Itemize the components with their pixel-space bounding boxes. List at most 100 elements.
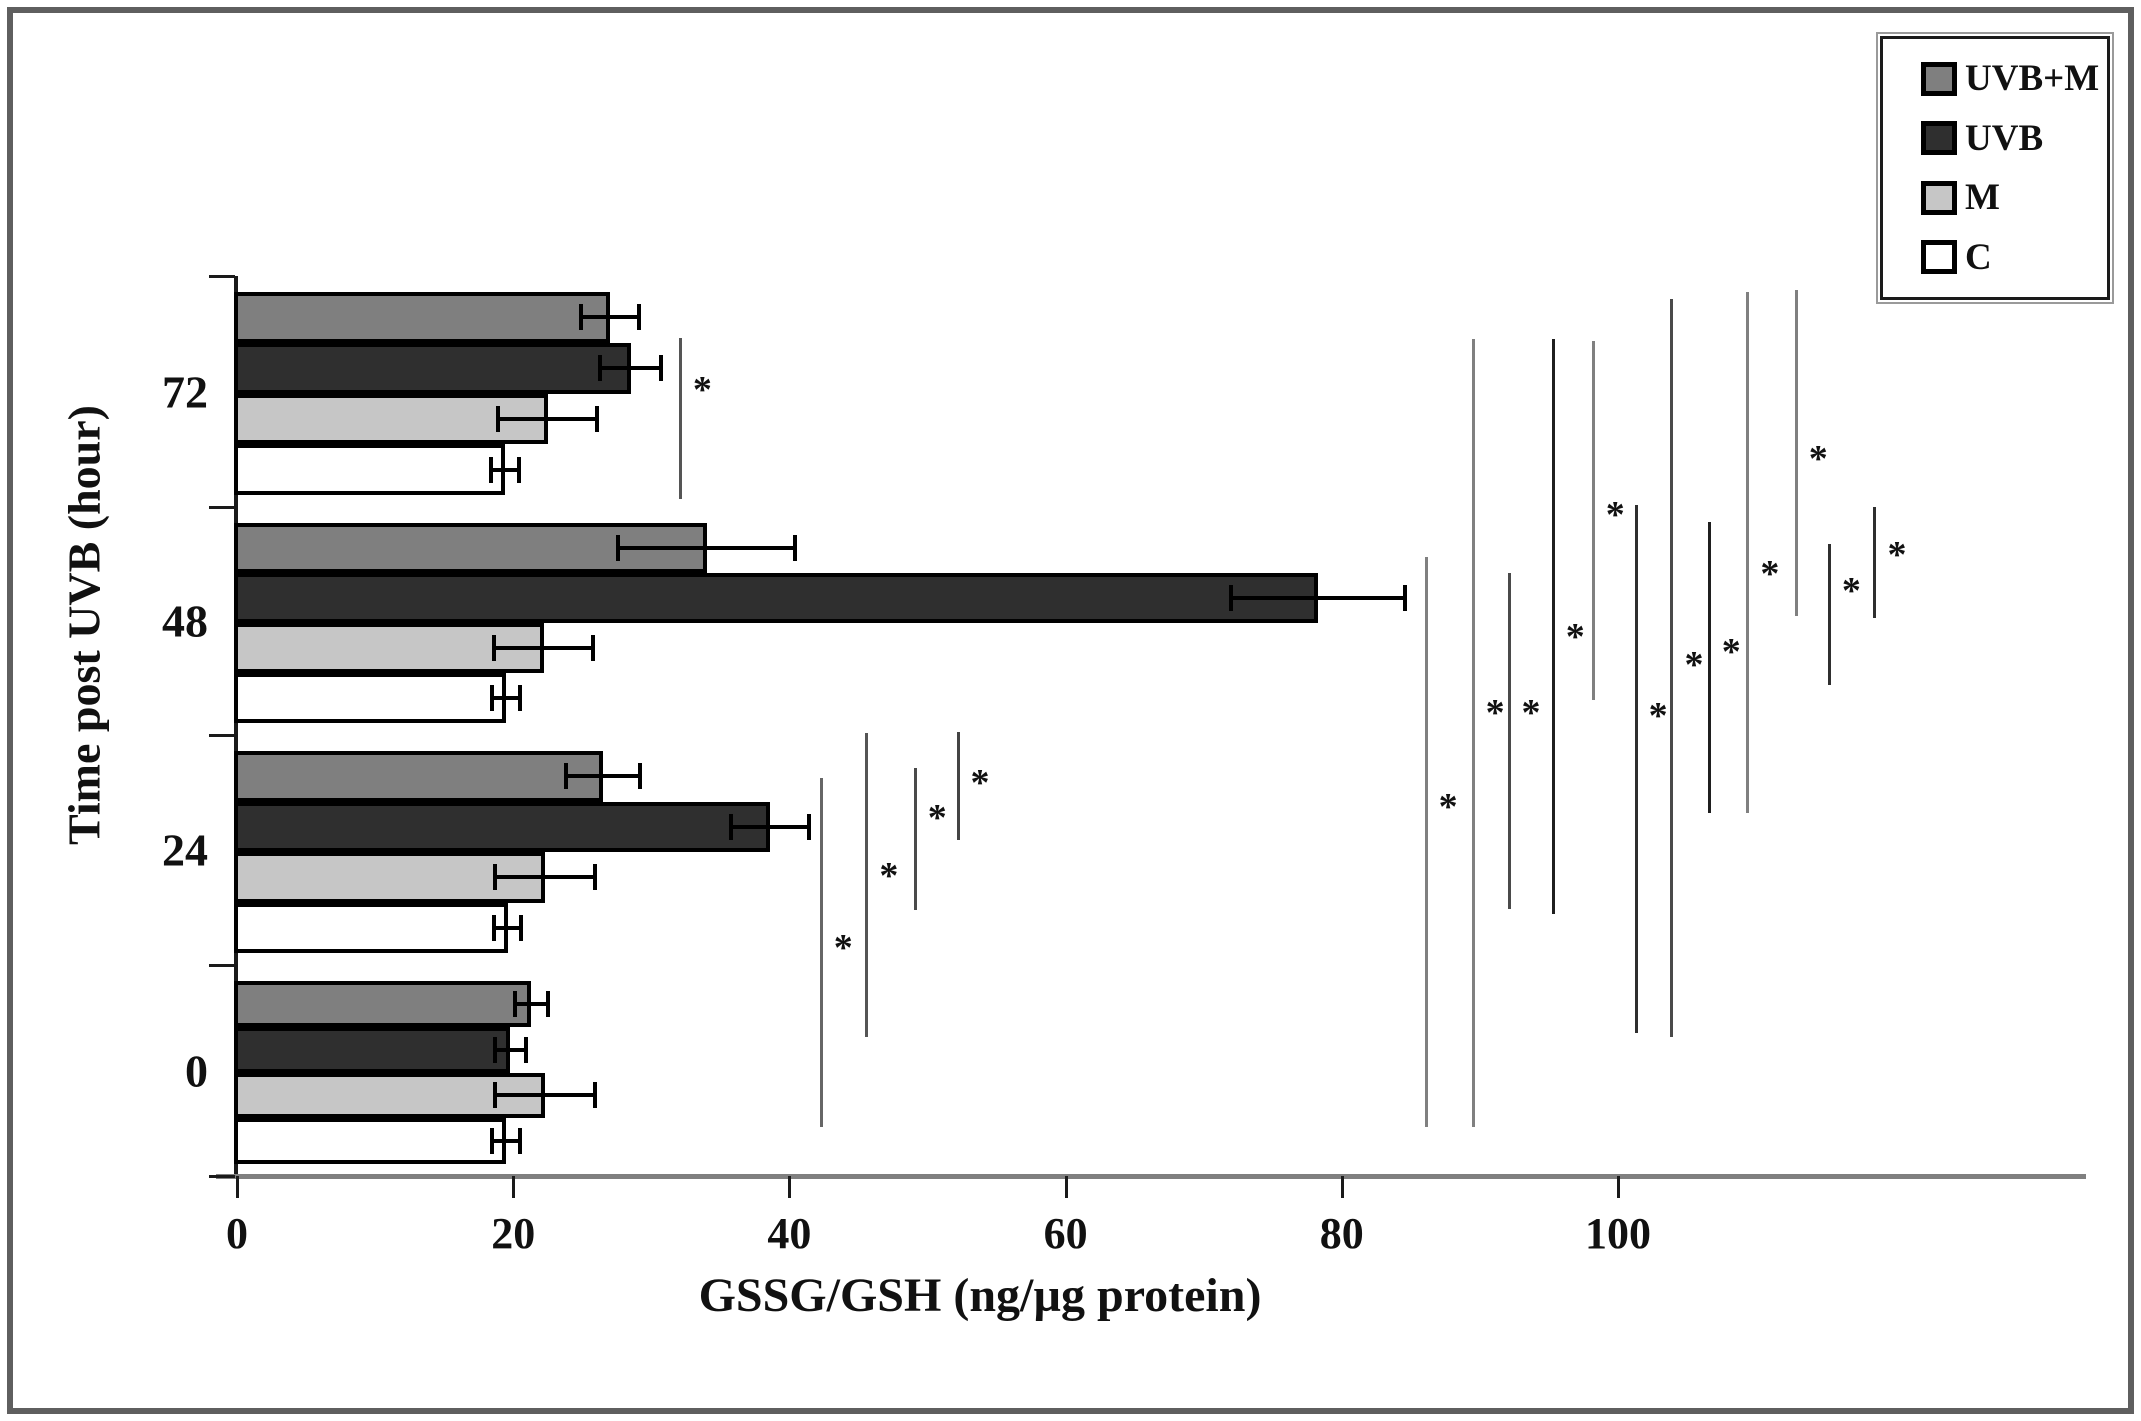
x-axis-tick	[236, 1176, 239, 1198]
legend: UVB+M UVB M C	[1876, 32, 2114, 304]
significance-line	[1634, 505, 1638, 1033]
error-bar-cap	[1403, 585, 1408, 611]
legend-item-uvbm: UVB+M	[1921, 57, 2101, 100]
significance-star: *	[1648, 695, 1668, 738]
y-category-label: 72	[162, 366, 208, 417]
significance-line	[956, 732, 960, 840]
x-tick-label: 40	[767, 1209, 812, 1258]
legend-label-uvb: UVB	[1965, 117, 2044, 159]
legend-item-c: C	[1921, 236, 2101, 279]
error-bar	[1231, 596, 1406, 600]
significance-line	[819, 778, 823, 1127]
x-axis-title: GSSG/GSH (ng/µg protein)	[698, 1269, 1262, 1322]
error-bar	[498, 416, 598, 421]
error-bar-cap	[523, 1036, 528, 1063]
x-tick-label: 60	[1043, 1209, 1088, 1258]
significance-line	[1670, 299, 1674, 1037]
error-bar-cap	[592, 1082, 597, 1109]
bar-uvb-48h	[234, 573, 1319, 623]
bar-uvbm-0h	[234, 981, 532, 1027]
x-tick-label: 20	[491, 1209, 536, 1258]
y-axis-tick	[209, 734, 235, 737]
legend-swatch-m-icon	[1921, 180, 1957, 215]
legend-label-m: M	[1965, 177, 2000, 219]
significance-star: *	[927, 797, 947, 840]
error-bar-cap	[493, 1036, 498, 1063]
significance-star: *	[692, 369, 712, 412]
error-bar-cap	[729, 813, 734, 840]
significance-line	[1591, 341, 1595, 700]
significance-line	[1707, 522, 1711, 813]
significance-star: *	[1760, 553, 1780, 596]
y-category-label: 0	[185, 1045, 208, 1096]
bar-m-24h	[234, 852, 545, 903]
significance-star: *	[1485, 692, 1505, 735]
significance-star: *	[970, 762, 990, 805]
significance-line	[1471, 339, 1475, 1127]
legend-label-uvbm: UVB+M	[1965, 58, 2100, 100]
x-axis-tick	[1064, 1176, 1068, 1198]
y-category-label: 48	[162, 595, 208, 647]
bar-m-72h	[234, 393, 548, 445]
error-bar-cap	[493, 1082, 498, 1109]
error-bar	[492, 1139, 521, 1144]
error-bar-cap	[1229, 585, 1234, 611]
error-bar	[495, 1093, 595, 1098]
significance-line	[1507, 573, 1511, 909]
error-bar-cap	[545, 990, 550, 1017]
error-bar	[600, 366, 661, 371]
bar-uvb-0h	[234, 1026, 511, 1073]
y-axis-tick	[209, 506, 235, 509]
significance-star: *	[1841, 570, 1861, 613]
significance-star: *	[879, 855, 899, 898]
significance-star: *	[1521, 692, 1541, 735]
legend-swatch-uvbm-icon	[1921, 61, 1957, 96]
x-axis-line	[216, 1174, 2086, 1179]
error-bar	[618, 546, 795, 550]
x-axis-tick	[1340, 1176, 1344, 1198]
bar-uvbm-72h	[234, 292, 610, 343]
error-bar-cap	[592, 864, 597, 891]
bar-m-0h	[234, 1072, 545, 1119]
error-bar	[495, 1047, 526, 1052]
x-tick-label: 0	[226, 1209, 248, 1258]
error-bar-cap	[595, 405, 600, 432]
significance-line	[1873, 507, 1877, 618]
error-bar-cap	[616, 535, 621, 561]
error-bar-cap	[512, 990, 517, 1017]
legend-swatch-c-icon	[1921, 240, 1957, 275]
significance-star: *	[1605, 494, 1625, 537]
error-bar-cap	[519, 914, 524, 941]
y-axis-tick	[209, 275, 235, 278]
error-bar	[491, 467, 519, 472]
error-bar-cap	[493, 864, 498, 891]
significance-line	[913, 768, 917, 910]
bar-c-0h	[234, 1118, 507, 1164]
error-bar	[493, 646, 594, 650]
significance-star: *	[1808, 438, 1828, 481]
significance-star: *	[1721, 631, 1741, 674]
legend-label-c: C	[1965, 236, 1992, 278]
error-bar	[565, 774, 641, 779]
error-bar-cap	[496, 405, 500, 432]
bar-uvb-72h	[234, 342, 631, 394]
error-bar-cap	[490, 1128, 495, 1155]
significance-line	[1551, 339, 1555, 914]
error-bar-cap	[806, 813, 811, 840]
bar-uvb-24h	[234, 801, 771, 852]
y-category-label: 24	[162, 824, 208, 876]
x-axis-tick	[512, 1176, 516, 1198]
significance-line	[678, 338, 682, 499]
bar-m-48h	[234, 623, 544, 673]
bar-uvbm-24h	[234, 751, 603, 802]
significance-line	[1424, 557, 1428, 1127]
bar-c-24h	[234, 902, 508, 953]
significance-star: *	[1438, 786, 1458, 829]
x-axis-tick	[1617, 1176, 1620, 1198]
error-bar-cap	[563, 763, 568, 790]
significance-line	[865, 733, 869, 1037]
error-bar	[492, 696, 521, 700]
error-bar-cap	[792, 535, 797, 561]
error-bar	[731, 824, 809, 829]
